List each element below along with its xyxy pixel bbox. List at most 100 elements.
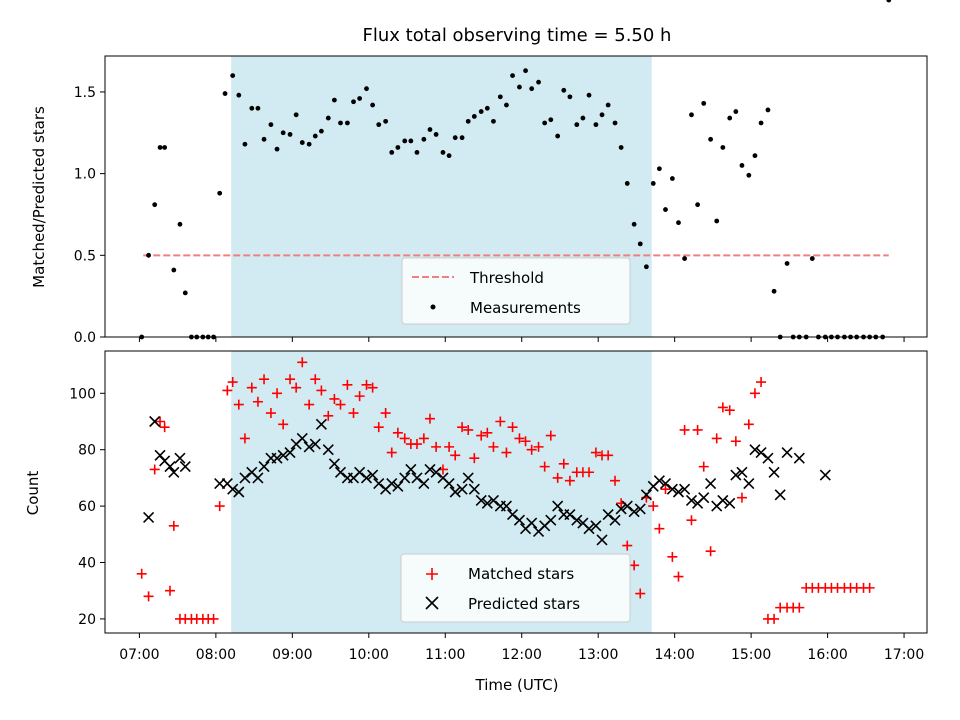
measurement-point (555, 133, 561, 139)
matched-stars-point (724, 405, 735, 416)
matched-stars-point (705, 546, 716, 557)
predicted-stars-point (526, 517, 538, 529)
x-tick-label: 08:00 (196, 647, 236, 663)
measurement-point (465, 118, 471, 124)
matched-stars-point (246, 382, 257, 393)
legend-matched-label: Matched stars (468, 565, 574, 583)
predicted-stars-point (545, 514, 557, 526)
bottom-panel-frame (104, 350, 928, 634)
matched-stars-point (482, 427, 493, 438)
matched-stars-point (622, 540, 633, 551)
measurement-point (631, 221, 637, 227)
measurement-point (510, 73, 515, 79)
bottom-y-tick-label: 60 (78, 499, 96, 515)
measurement-point (727, 115, 733, 121)
matched-stars-point (297, 357, 308, 368)
matched-stars-point (252, 396, 263, 407)
matched-stars-point (323, 410, 334, 421)
predicted-stars-point (392, 480, 404, 492)
predicted-stars-point (296, 432, 308, 444)
predicted-stars-point (672, 486, 685, 498)
predicted-stars-point (615, 503, 627, 515)
measurement-point (771, 288, 777, 294)
predicted-stars-point (513, 514, 526, 526)
predicted-stars-point (443, 477, 455, 490)
matched-stars-point (444, 441, 455, 452)
matched-stars-point (584, 467, 595, 478)
measurement-point (484, 105, 490, 111)
measurement-point (529, 86, 535, 92)
predicted-stars-point (303, 441, 315, 453)
matched-stars-point (469, 453, 480, 464)
top-y-tick-label: 0.0 (74, 330, 96, 346)
matched-stars-point (545, 430, 556, 441)
predicted-stars-point (762, 452, 774, 464)
measurement-point (222, 91, 228, 96)
predicted-stars-point (328, 458, 340, 470)
predicted-stars-point (552, 500, 564, 512)
predicted-stars-point (628, 506, 640, 518)
matched-stars-point (386, 447, 397, 458)
bottom-panel-marks (137, 357, 875, 624)
predicted-stars-point (399, 472, 411, 484)
matched-stars-point (564, 475, 575, 486)
measurement-point (593, 122, 599, 128)
measurement-point (599, 112, 605, 118)
matched-stars-point (227, 377, 238, 388)
matched-stars-point (648, 501, 659, 512)
matched-stars-point (686, 515, 697, 526)
matched-stars-point (342, 379, 353, 390)
legend-matched-swatch (426, 568, 438, 580)
matched-stars-point (673, 571, 684, 582)
matched-stars-point (603, 450, 614, 461)
predicted-stars-point (596, 534, 608, 546)
measurement-point (338, 120, 343, 126)
predicted-stars-point (666, 483, 678, 495)
matched-stars-point (285, 374, 296, 385)
predicted-stars-point (736, 466, 748, 478)
measurement-point (542, 120, 548, 126)
measurement-point (312, 133, 318, 139)
predicted-stars-point (168, 466, 180, 478)
predicted-stars-point (456, 483, 468, 495)
measurement-point (274, 146, 280, 152)
measurement-point (433, 132, 439, 137)
matched-stars-point (711, 433, 722, 444)
matched-stars-point (717, 402, 728, 413)
matched-stars-point (424, 413, 435, 424)
top-y-tick-label: 0.5 (74, 248, 96, 264)
matched-stars-point (418, 433, 429, 444)
predicted-stars-point (621, 500, 633, 512)
matched-stars-point (558, 458, 569, 469)
matched-stars-point (399, 433, 410, 444)
predicted-stars-point (284, 446, 296, 459)
matched-stars-point (736, 492, 747, 503)
matched-stars-point (272, 388, 283, 399)
measurement-point (471, 114, 477, 119)
predicted-stars-point (705, 477, 717, 490)
measurement-point (357, 96, 363, 101)
top-legend-box (401, 257, 631, 325)
measurement-point (618, 145, 624, 150)
matched-stars-point (208, 613, 219, 624)
matched-stars-point (411, 439, 422, 450)
measurement-point (344, 120, 350, 126)
matched-stars-point (168, 520, 179, 531)
x-axis-label: Time (UTC) (475, 676, 559, 694)
matched-stars-point (239, 433, 250, 444)
measurement-point (695, 202, 701, 208)
predicted-stars-point (781, 446, 793, 459)
measurement-point (280, 130, 286, 136)
x-tick-label: 14:00 (654, 647, 694, 663)
measurement-point (586, 92, 592, 98)
measurement-point (656, 166, 662, 172)
measurement-point (561, 87, 567, 93)
measurement-point (809, 256, 815, 261)
matched-stars-point (552, 472, 563, 483)
top-panel-marks (139, 0, 892, 340)
matched-stars-point (233, 399, 244, 410)
measurement-point (491, 118, 496, 124)
matched-stars-point (329, 393, 340, 404)
matched-stars-point (431, 441, 442, 452)
measurement-point (497, 94, 503, 100)
